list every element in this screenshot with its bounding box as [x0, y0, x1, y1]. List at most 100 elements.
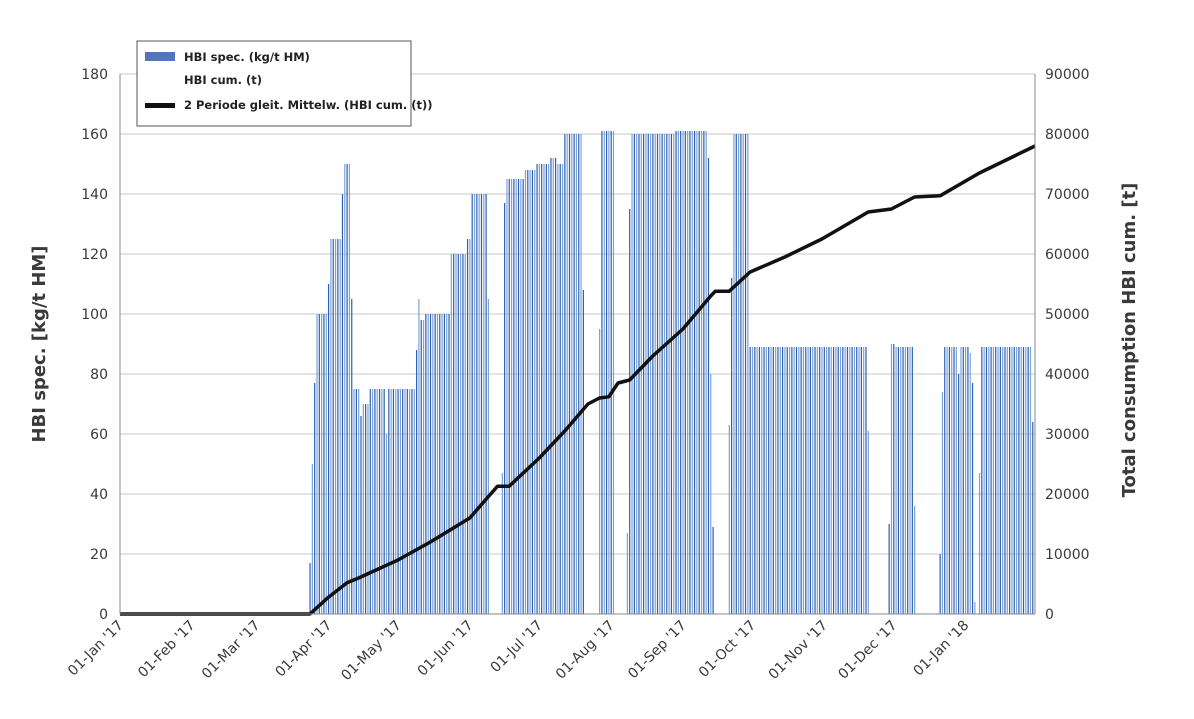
hbi-spec-bar: [318, 314, 320, 614]
hbi-spec-bar: [603, 131, 605, 614]
hbi-spec-bar: [508, 179, 510, 614]
hbi-spec-bar: [374, 389, 376, 614]
hbi-spec-bar: [962, 347, 964, 614]
hbi-spec-bar: [888, 524, 890, 614]
legend-swatch-bars: [145, 52, 175, 61]
x-tick-label: 01-Jun '17: [415, 618, 477, 680]
hbi-spec-bar: [992, 347, 994, 614]
hbi-spec-bar: [842, 347, 844, 614]
hbi-spec-bar: [826, 347, 828, 614]
hbi-spec-bar: [965, 347, 967, 614]
hbi-spec-bar: [557, 164, 559, 614]
x-tick-label: 01-Jan '17: [65, 618, 127, 680]
hbi-spec-bar: [548, 164, 550, 614]
y-left-tick-label: 140: [81, 187, 108, 203]
hbi-spec-bar: [552, 158, 554, 614]
hbi-spec-bar: [381, 389, 383, 614]
hbi-spec-bar: [733, 134, 735, 614]
hbi-spec-bar: [534, 170, 536, 614]
y-right-tick-label: 90000: [1045, 67, 1090, 83]
hbi-spec-bar: [673, 134, 675, 614]
hbi-spec-bar: [473, 194, 476, 614]
y-right-tick-label: 20000: [1045, 487, 1090, 503]
x-tick-label: 01-Feb '17: [135, 618, 198, 681]
hbi-spec-bar: [432, 314, 434, 614]
hbi-spec-bar: [487, 299, 490, 614]
hbi-spec-bar: [1013, 347, 1015, 614]
hbi-spec-bar: [860, 347, 862, 614]
hbi-spec-bar: [661, 134, 663, 614]
hbi-spec-bar: [529, 170, 531, 614]
hbi-spec-bar: [1025, 347, 1027, 614]
hbi-spec-bar: [390, 389, 392, 614]
hbi-spec-bar: [946, 347, 948, 614]
hbi-spec-bar: [416, 350, 418, 614]
y-left-tick-label: 0: [99, 607, 108, 623]
x-tick-label: 01-Dec '17: [835, 618, 900, 683]
hbi-spec-bar: [763, 347, 765, 614]
hbi-spec-bar: [385, 434, 388, 614]
hbi-spec-bar: [802, 347, 805, 614]
hbi-spec-bar: [816, 347, 818, 614]
hbi-spec-bar: [513, 179, 515, 614]
hbi-spec-bar: [466, 239, 469, 614]
hbi-spec-bar: [476, 194, 478, 614]
hbi-spec-bar: [909, 347, 911, 614]
hbi-spec-bar: [645, 134, 647, 614]
hbi-spec-bar: [436, 314, 439, 614]
hbi-spec-bar: [321, 314, 323, 614]
hbi-spec-bar: [515, 179, 517, 614]
hbi-spec-bar: [684, 131, 686, 614]
hbi-spec-bar: [327, 284, 330, 614]
hbi-spec-bar: [981, 347, 983, 614]
hbi-spec-bar: [531, 170, 534, 614]
legend-label-hbi-spec: HBI spec. (kg/t HM): [184, 50, 310, 64]
hbi-spec-bar: [362, 404, 364, 614]
x-tick-label: 01-Jan '18: [911, 618, 973, 680]
hbi-spec-bar: [316, 314, 318, 614]
hbi-spec-bar: [395, 389, 397, 614]
x-tick-label: 01-Nov '17: [766, 618, 831, 683]
hbi-spec-bar: [1027, 347, 1029, 614]
hbi-spec-bar: [325, 314, 327, 614]
hbi-spec-bar: [434, 314, 436, 614]
hbi-spec-bar: [969, 353, 971, 614]
hbi-spec-bar: [323, 314, 325, 614]
hbi-spec-bar: [851, 347, 853, 614]
hbi-spec-bar: [707, 158, 710, 614]
y-right-tick-label: 40000: [1045, 367, 1090, 383]
hbi-spec-bar: [378, 389, 381, 614]
hbi-spec-bar: [809, 347, 811, 614]
hbi-spec-bar: [958, 374, 960, 614]
hbi-spec-bar: [460, 254, 462, 614]
hbi-spec-bar: [573, 134, 575, 614]
hbi-spec-bar: [311, 464, 313, 614]
x-tick-label: 01-Jul '17: [488, 618, 546, 676]
hbi-spec-bar: [821, 347, 823, 614]
hbi-spec-bar: [543, 164, 545, 614]
hbi-spec-bar: [689, 131, 691, 614]
hbi-spec-bar: [795, 347, 798, 614]
hbi-spec-bar: [791, 347, 793, 614]
hbi-spec-bar: [775, 347, 777, 614]
hbi-spec-bar: [337, 239, 339, 614]
hbi-spec-bar: [608, 131, 610, 614]
hbi-spec-bar: [893, 344, 895, 614]
hbi-spec-bar: [863, 347, 865, 614]
hbi-spec-bar: [691, 131, 693, 614]
x-tick-label: 01-Oct '17: [696, 618, 759, 681]
hbi-spec-bar: [974, 602, 976, 614]
hbi-spec-bar: [399, 389, 401, 614]
hbi-spec-bar: [462, 254, 464, 614]
hbi-spec-bar: [914, 506, 916, 614]
y-right-tick-label: 60000: [1045, 247, 1090, 263]
hbi-spec-bar: [341, 194, 344, 614]
hbi-spec-bar: [448, 314, 450, 614]
y-left-tick-label: 120: [81, 247, 108, 263]
x-tick-label: 01-Aug '17: [553, 618, 618, 683]
hbi-spec-bar: [464, 254, 466, 614]
hbi-spec-bar: [369, 389, 371, 614]
hbi-spec-bar: [541, 164, 543, 614]
hbi-spec-bar: [911, 347, 913, 614]
